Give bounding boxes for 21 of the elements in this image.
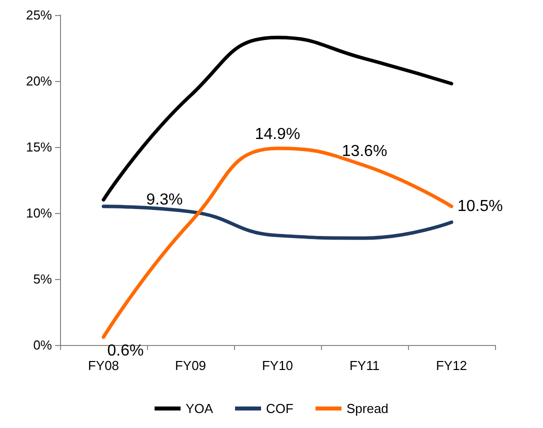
x-tick-label: FY11 <box>349 358 380 373</box>
data-label: 14.9% <box>254 126 300 143</box>
y-tick-label: 10% <box>26 206 52 220</box>
data-label: 9.3% <box>146 192 183 209</box>
x-tick-label: FY08 <box>88 358 120 373</box>
legend-label: YOA <box>186 401 214 416</box>
x-tick-label: FY12 <box>436 358 468 373</box>
line-series <box>102 146 454 339</box>
x-tick-label: FY09 <box>174 358 206 373</box>
y-tick-label: 5% <box>33 272 52 286</box>
y-tick-label: 20% <box>26 74 52 88</box>
legend-label: Spread <box>346 401 388 416</box>
line-series <box>102 204 454 240</box>
y-tick-label: 15% <box>26 140 52 154</box>
legend-label: COF <box>266 401 294 416</box>
data-label: 0.6% <box>107 342 144 360</box>
y-tick-label: 0% <box>33 338 52 352</box>
data-label: 10.5% <box>458 198 503 215</box>
x-tick-label: FY10 <box>262 358 294 373</box>
y-tick-label: 25% <box>26 8 52 22</box>
data-label: 13.6% <box>342 142 388 160</box>
